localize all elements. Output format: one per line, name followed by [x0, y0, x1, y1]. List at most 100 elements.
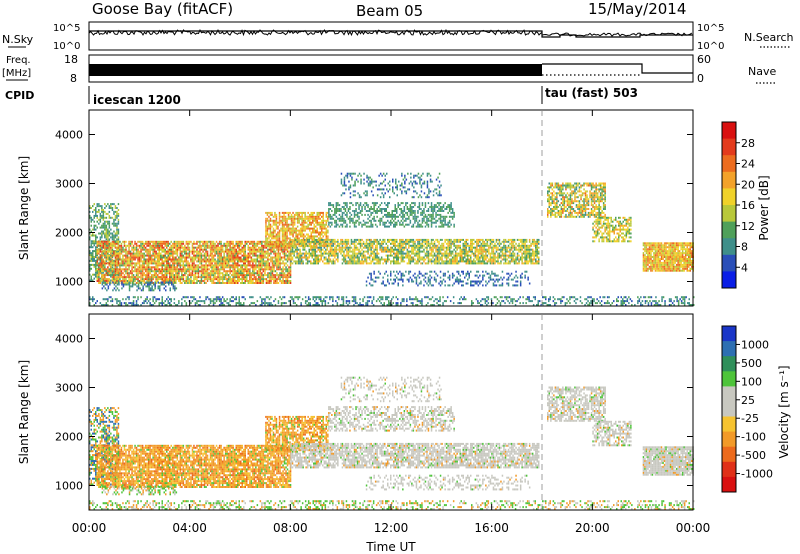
power-cell [110, 275, 112, 278]
power-cell [489, 262, 492, 265]
power-cell [138, 256, 141, 259]
power-cell [509, 250, 511, 253]
power-cell [247, 264, 249, 267]
power-cell [384, 250, 386, 253]
power-cell [433, 262, 436, 265]
power-cell [403, 260, 406, 263]
power-cell [200, 282, 203, 284]
nave-label: Nave [748, 65, 776, 78]
power-cell [167, 250, 169, 253]
power-cell [89, 250, 91, 253]
power-cell [181, 276, 183, 279]
power-cell [190, 266, 192, 269]
power-cell [117, 274, 120, 277]
power-cell [319, 241, 321, 244]
power-cell [102, 218, 105, 221]
power-cell [310, 248, 312, 251]
power-cell [387, 260, 389, 263]
power-cell [379, 260, 381, 263]
power-cell [267, 260, 269, 263]
power-cell [368, 244, 371, 247]
power-cell [285, 282, 287, 284]
power-cell [316, 211, 318, 214]
power-cell [144, 262, 147, 265]
power-cell [230, 274, 233, 277]
power-cell [491, 246, 493, 249]
power-cell [246, 270, 248, 273]
power-cell [441, 260, 443, 263]
power-cell [485, 254, 487, 257]
power-cell [436, 254, 439, 257]
power-cell [424, 246, 427, 249]
power-cell [107, 212, 109, 215]
power-cell [400, 254, 403, 257]
power-cell [277, 225, 279, 228]
power-cell [282, 240, 284, 243]
power-cell [174, 287, 176, 290]
power-cell [181, 270, 183, 273]
power-cell [101, 207, 103, 209]
power-cell [212, 258, 215, 261]
power-cell [160, 264, 162, 267]
power-cell [149, 246, 151, 249]
power-cell [492, 252, 495, 255]
power-cell [107, 270, 109, 273]
power-cell [285, 266, 287, 269]
power-cell [474, 240, 477, 243]
power-cell [285, 270, 287, 273]
power-cell [409, 244, 412, 247]
power-cell [350, 258, 353, 261]
power-cell [89, 254, 91, 257]
power-cell [112, 281, 114, 284]
power-cell [421, 244, 424, 247]
power-cell [250, 246, 253, 249]
power-cell [214, 262, 216, 265]
power-cell [129, 278, 132, 281]
power-cell [138, 280, 141, 282]
power-cell [322, 244, 324, 247]
power-cell [244, 248, 246, 251]
power-cell [187, 242, 189, 245]
power-cell [326, 240, 329, 243]
power-cell [220, 260, 222, 263]
power-cell [196, 254, 198, 257]
power-cell [114, 266, 117, 269]
power-cell [329, 244, 332, 247]
power-cell [324, 225, 326, 228]
power-cell [196, 278, 198, 281]
power-cell [164, 242, 166, 245]
power-cell [230, 246, 233, 249]
power-cell [255, 260, 257, 263]
power-cell [451, 250, 454, 253]
power-cell [214, 242, 216, 245]
power-cell [132, 250, 135, 253]
power-cell [299, 252, 301, 255]
nsearch-tick-bottom: 10^0 [697, 41, 724, 52]
power-cell [368, 238, 371, 241]
power-cell [506, 240, 508, 243]
power-cell [217, 246, 219, 249]
power-cell [173, 258, 176, 261]
power-cell [341, 242, 344, 245]
nsky-trace [88, 28, 693, 37]
power-cell [235, 252, 237, 255]
power-cell [359, 242, 362, 245]
power-cell [249, 262, 251, 265]
power-cell [149, 268, 151, 271]
power-cell [158, 254, 160, 257]
power-cell [470, 250, 472, 253]
power-cell [152, 262, 154, 265]
power-cell [297, 254, 300, 257]
power-cell [241, 240, 243, 243]
power-cell [310, 217, 312, 220]
power-cell [290, 221, 293, 224]
power-cell [274, 221, 276, 224]
power-cell [319, 235, 321, 238]
power-cell [451, 252, 454, 255]
power-cell [188, 240, 191, 243]
power-cell [491, 258, 493, 261]
power-cell [290, 227, 293, 230]
power-cell [442, 246, 445, 249]
power-cell [482, 252, 484, 255]
power-cell [184, 280, 186, 282]
